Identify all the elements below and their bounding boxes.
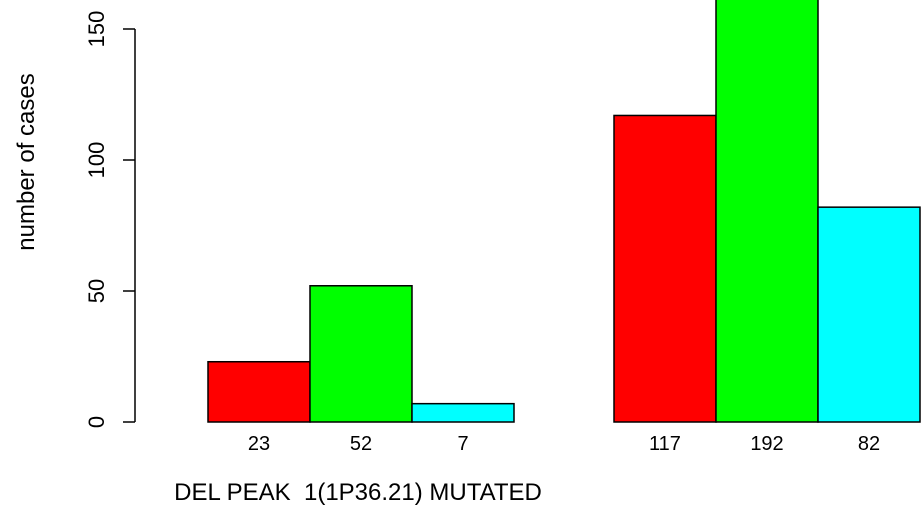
bar: [309, 285, 413, 423]
bar: [207, 360, 311, 423]
bar: [613, 114, 717, 423]
bars: [207, 0, 921, 423]
bar-category-label: 82: [858, 433, 880, 455]
bar: [411, 402, 515, 423]
y-tick-label: 150: [84, 11, 109, 48]
x-axis-label: DEL PEAK 1(1P36.21) MUTATED: [174, 479, 542, 506]
bar: [715, 0, 819, 423]
bar-category-label: 192: [750, 433, 783, 455]
y-axis: 0 50 100 150: [84, 11, 136, 428]
y-tick-label: 50: [84, 279, 109, 303]
y-axis-label: number of cases: [13, 73, 40, 250]
y-tick-label: 0: [84, 416, 109, 428]
bar-category-label: 23: [248, 433, 270, 455]
bar-labels: 23 52 7 117 192 82: [248, 433, 880, 455]
bar-category-label: 117: [649, 433, 681, 455]
bar-category-label: 52: [350, 433, 372, 455]
bar: [817, 206, 921, 423]
y-tick-label: 100: [84, 142, 109, 179]
bar-category-label: 7: [457, 433, 468, 455]
